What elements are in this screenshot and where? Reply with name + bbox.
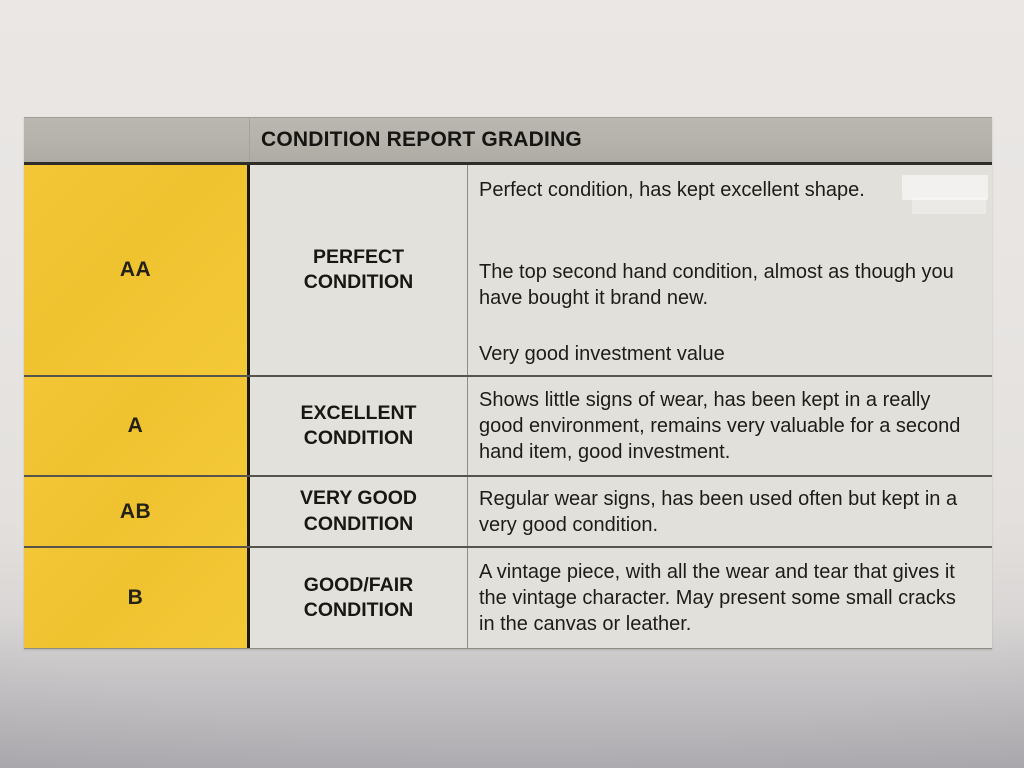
table-header-row: CONDITION REPORT GRADING — [24, 117, 992, 165]
description-paragraph: A vintage piece, with all the wear and t… — [479, 561, 956, 635]
description-paragraph: Regular wear signs, has been used often … — [479, 487, 958, 536]
description-cell-ab: Regular wear signs, has been used often … — [468, 477, 992, 546]
table-row-aa: AA PERFECT CONDITION Perfect condition, … — [24, 165, 992, 377]
table-row-ab: AB VERY GOOD CONDITION Regular wear sign… — [24, 477, 992, 548]
description-paragraph: Shows little signs of wear, has been kep… — [479, 389, 961, 463]
header-spacer-cell — [24, 118, 250, 162]
description-cell-aa: Perfect condition, has kept excellent sh… — [468, 165, 992, 375]
condition-cell-ab: VERY GOOD CONDITION — [250, 477, 468, 546]
condition-cell-a: EXCELLENT CONDITION — [250, 377, 468, 475]
condition-label-b: GOOD/FAIR CONDITION — [303, 573, 414, 621]
condition-label-a: EXCELLENT CONDITION — [300, 401, 417, 449]
condition-cell-aa: PERFECT CONDITION — [250, 165, 468, 375]
grade-cell-aa: AA — [24, 165, 250, 375]
condition-label-aa: PERFECT CONDITION — [303, 245, 414, 293]
grade-cell-a: A — [24, 377, 250, 475]
table-row-b: B GOOD/FAIR CONDITION A vintage piece, w… — [24, 548, 992, 649]
table-title: CONDITION REPORT GRADING — [261, 128, 582, 151]
correction-patch — [902, 175, 988, 200]
condition-label-ab: VERY GOOD CONDITION — [299, 487, 418, 535]
description-paragraph: Very good investment value — [479, 343, 725, 365]
description-cell-b: A vintage piece, with all the wear and t… — [468, 548, 992, 648]
correction-patch — [912, 197, 986, 214]
description-cell-a: Shows little signs of wear, has been kep… — [468, 377, 992, 475]
condition-cell-b: GOOD/FAIR CONDITION — [250, 548, 468, 648]
description-paragraph: Perfect condition, has kept excellent sh… — [479, 179, 865, 201]
condition-grading-table: CONDITION REPORT GRADING AA PERFECT COND… — [24, 117, 992, 649]
grade-cell-b: B — [24, 548, 250, 648]
grade-cell-ab: AB — [24, 477, 250, 546]
description-paragraph: The top second hand condition, almost as… — [479, 261, 954, 309]
table-row-a: A EXCELLENT CONDITION Shows little signs… — [24, 377, 992, 477]
